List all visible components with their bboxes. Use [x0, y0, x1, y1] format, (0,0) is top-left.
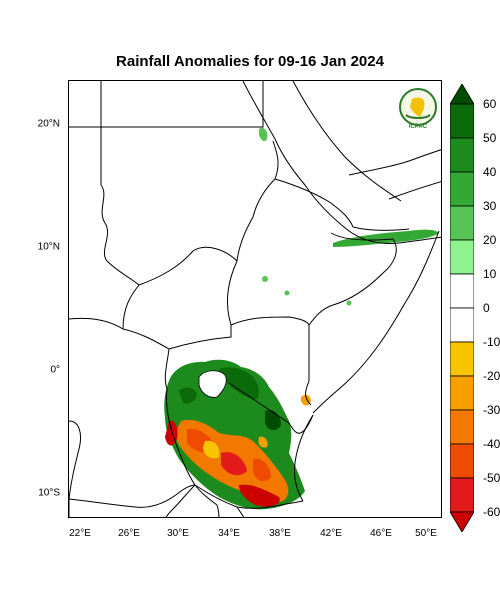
- x-tick-label: 26°E: [118, 528, 140, 539]
- anomaly-positive-region: [259, 127, 268, 142]
- country-borders: [69, 81, 441, 517]
- x-tick-label: 38°E: [269, 528, 291, 539]
- colorbar-label: -10: [483, 335, 500, 349]
- x-tick-label: 30°E: [167, 528, 189, 539]
- anomaly-negative-region: [258, 436, 268, 448]
- colorbar-segment: [450, 409, 474, 445]
- colorbar-segment: [450, 84, 474, 105]
- logo-label: ICPAC: [408, 124, 428, 130]
- colorbar-segment: [450, 103, 474, 139]
- anomaly-positive-spot: [262, 276, 268, 282]
- colorbar-segment: [450, 239, 474, 275]
- colorbar-segment: [450, 205, 474, 241]
- colorbar-label: 60: [483, 97, 497, 111]
- igad-logo-icon: [399, 88, 437, 126]
- x-tick-label: 22°E: [69, 528, 91, 539]
- anomaly-positive-region: [179, 387, 197, 404]
- colorbar-label: 40: [483, 165, 497, 179]
- anomaly-negative-region: [203, 440, 220, 459]
- y-tick-label: 20°N: [37, 118, 60, 130]
- colorbar-segment: [450, 511, 474, 532]
- colorbar-label: -20: [483, 369, 500, 383]
- colorbar-segment: [450, 477, 474, 513]
- map-title: Rainfall Anomalies for 09-16 Jan 2024: [116, 53, 384, 70]
- colorbar-label: -30: [483, 403, 500, 417]
- anomaly-positive-spot: [284, 290, 290, 296]
- x-tick-label: 42°E: [320, 528, 342, 539]
- colorbar-segment: [450, 341, 474, 377]
- x-tick-label: 34°E: [218, 528, 240, 539]
- y-tick-label: 10°S: [38, 487, 60, 499]
- map-canvas: [69, 81, 441, 517]
- anomaly-negative-region: [239, 484, 280, 507]
- colorbar-label: -60: [483, 505, 500, 519]
- colorbar: [450, 84, 474, 532]
- anomaly-negative-region: [253, 458, 271, 482]
- colorbar-segment: [450, 307, 474, 343]
- anomaly-positive-region: [333, 229, 439, 247]
- y-tick-label: 10°N: [37, 241, 60, 253]
- colorbar-label: 0: [483, 301, 490, 315]
- map-panel: [68, 80, 442, 518]
- colorbar-segment: [450, 375, 474, 411]
- anomaly-negative-region: [221, 452, 247, 476]
- x-tick-label: 46°E: [370, 528, 392, 539]
- x-tick-label: 50°E: [415, 528, 437, 539]
- colorbar-segment: [450, 443, 474, 479]
- y-tick-label: 0°: [50, 364, 60, 376]
- anomaly-positive-region: [219, 367, 260, 399]
- colorbar-label: -50: [483, 471, 500, 485]
- colorbar-label: 10: [483, 267, 497, 281]
- colorbar-label: 30: [483, 199, 497, 213]
- colorbar-segment: [450, 171, 474, 207]
- lake-victoria: [198, 370, 227, 398]
- colorbar-segment: [450, 273, 474, 309]
- rainfall-anomaly-layer: [164, 127, 439, 510]
- anomaly-positive-spot: [346, 300, 352, 306]
- colorbar-label: 50: [483, 131, 497, 145]
- colorbar-segment: [450, 137, 474, 173]
- colorbar-label: -40: [483, 437, 500, 451]
- colorbar-label: 20: [483, 233, 497, 247]
